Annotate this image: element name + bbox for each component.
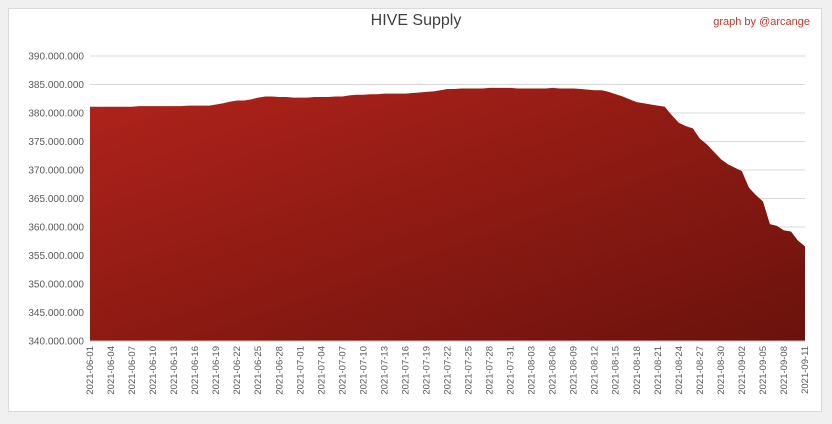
- x-tick-label: 2021-07-16: [400, 346, 411, 395]
- x-tick-label: 2021-08-03: [527, 346, 538, 395]
- y-tick-label: 370.000.000: [28, 166, 84, 177]
- x-tick-label: 2021-06-10: [148, 346, 159, 395]
- x-tick-label: 2021-06-07: [127, 346, 138, 395]
- y-tick-label: 365.000.000: [28, 194, 84, 205]
- x-tick-label: 2021-08-30: [716, 346, 727, 395]
- x-tick-label: 2021-08-12: [590, 346, 601, 395]
- x-tick-label: 2021-07-07: [337, 346, 348, 395]
- x-tick-label: 2021-07-10: [358, 346, 369, 395]
- y-tick-label: 375.000.000: [28, 137, 84, 148]
- x-tick-label: 2021-07-25: [464, 346, 475, 395]
- x-tick-label: 2021-08-21: [653, 346, 664, 395]
- x-tick-label: 2021-08-09: [569, 346, 580, 395]
- x-tick-label: 2021-08-24: [674, 346, 685, 395]
- x-tick-label: 2021-09-08: [779, 346, 790, 395]
- x-tick-label: 2021-07-28: [485, 346, 496, 395]
- x-tick-label: 2021-06-13: [169, 346, 180, 395]
- x-tick-label: 2021-06-28: [274, 346, 285, 395]
- x-tick-label: 2021-07-31: [506, 346, 517, 395]
- x-tick-label: 2021-08-27: [695, 346, 706, 395]
- x-tick-label: 2021-09-11: [800, 346, 811, 394]
- chart-title: HIVE Supply: [370, 12, 462, 29]
- x-tick-label: 2021-07-04: [316, 346, 327, 395]
- x-tick-label: 2021-06-16: [190, 346, 201, 395]
- x-tick-label: 2021-06-25: [253, 346, 264, 395]
- x-tick-label: 2021-08-15: [611, 346, 622, 395]
- x-tick-label: 2021-07-19: [421, 346, 432, 395]
- x-tick-label: 2021-07-22: [443, 346, 454, 395]
- y-tick-label: 345.000.000: [28, 308, 84, 319]
- x-tick-label: 2021-06-04: [106, 346, 117, 395]
- x-tick-label: 2021-06-01: [85, 346, 96, 395]
- x-tick-label: 2021-08-18: [632, 346, 643, 395]
- x-tick-label: 2021-09-02: [737, 346, 748, 395]
- chart-credit: graph by @arcange: [713, 16, 810, 28]
- y-tick-label: 385.000.000: [28, 80, 84, 91]
- x-tick-label: 2021-06-22: [232, 346, 243, 395]
- x-tick-label: 2021-08-06: [548, 346, 559, 395]
- x-tick-label: 2021-07-01: [295, 346, 306, 395]
- x-tick-label: 2021-09-05: [758, 346, 769, 395]
- supply-area: [90, 87, 805, 341]
- y-tick-label: 380.000.000: [28, 109, 84, 120]
- y-tick-label: 360.000.000: [28, 223, 84, 234]
- y-tick-label: 355.000.000: [28, 251, 84, 262]
- x-tick-label: 2021-07-13: [379, 346, 390, 395]
- y-tick-label: 350.000.000: [28, 280, 84, 291]
- x-tick-label: 2021-06-19: [211, 346, 222, 395]
- y-tick-label: 340.000.000: [28, 337, 84, 348]
- y-tick-label: 390.000.000: [28, 52, 84, 63]
